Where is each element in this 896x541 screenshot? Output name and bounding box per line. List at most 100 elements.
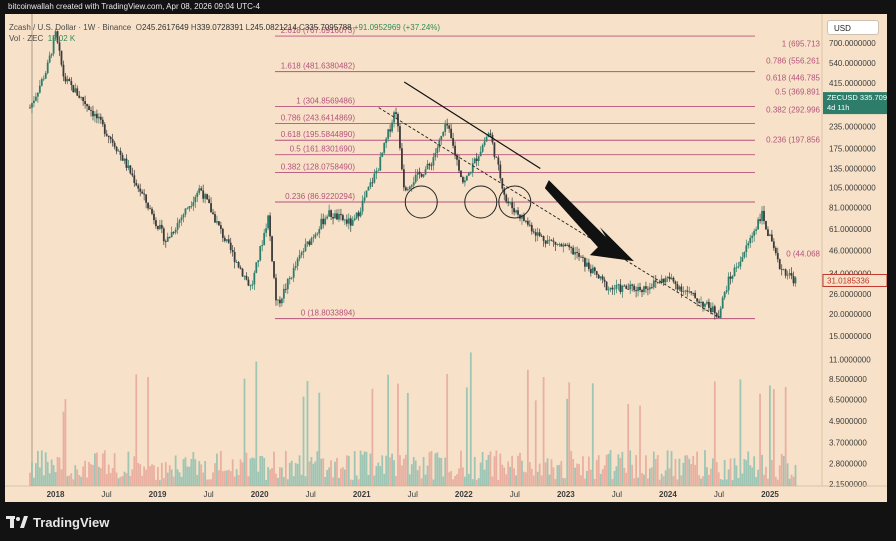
- candle-body: [391, 122, 393, 132]
- candle-body: [147, 202, 149, 209]
- candle-body: [698, 301, 700, 304]
- candle-body: [737, 266, 740, 268]
- volume-bar: [528, 462, 531, 486]
- currency-button[interactable]: USD: [827, 20, 879, 35]
- x-tick-label: 2021: [353, 490, 371, 499]
- volume-bar: [481, 452, 484, 486]
- volume-bar: [58, 457, 61, 486]
- volume-bar: [393, 460, 395, 486]
- candle-body: [558, 244, 561, 245]
- x-tick-label: 2018: [47, 490, 65, 499]
- candle-body: [44, 73, 47, 79]
- candle-body: [125, 158, 128, 168]
- fib-right-label: 0.382 (292.996: [766, 105, 820, 114]
- candle-body: [485, 137, 488, 142]
- volume-bar: [678, 458, 681, 486]
- volume-bar: [684, 455, 687, 486]
- volume-bar: [434, 453, 437, 486]
- volume-bar: [442, 476, 445, 486]
- volume-bar: [780, 453, 783, 486]
- volume-bar: [587, 456, 590, 486]
- volume-bar: [670, 451, 673, 486]
- price-chart[interactable]: 900.0000000700.0000000540.0000000415.000…: [5, 14, 887, 502]
- candle-body: [290, 277, 293, 279]
- candle-body: [261, 245, 264, 247]
- volume-bar: [149, 466, 151, 486]
- volume-bar: [737, 478, 740, 486]
- y-tick-label: 415.0000000: [829, 79, 876, 88]
- volume-bar: [198, 461, 201, 486]
- candle-body: [367, 186, 370, 191]
- candle-body: [52, 37, 55, 54]
- volume-bar: [194, 459, 197, 486]
- volume-bar: [70, 473, 73, 486]
- volume-bar: [623, 467, 626, 486]
- volume-bar: [227, 469, 230, 486]
- candle-body: [324, 218, 327, 225]
- candle-body: [84, 101, 86, 105]
- y-tick-label: 540.0000000: [829, 59, 876, 68]
- volume-bar: [221, 471, 224, 486]
- volume-bar: [162, 478, 165, 486]
- volume-bar: [369, 453, 372, 486]
- candle-body: [515, 210, 517, 213]
- candle-body: [719, 308, 722, 318]
- publisher-caption: bitcoinwallah created with TradingView.c…: [8, 2, 260, 11]
- candle-body: [438, 139, 441, 148]
- candle-body: [647, 288, 649, 290]
- volume-bar: [643, 474, 645, 486]
- candle-body: [428, 163, 431, 166]
- candle-body: [109, 137, 112, 140]
- volume-bar: [351, 479, 354, 486]
- change-value: +91.0952969 (+37.24%): [353, 23, 441, 32]
- y-tick-label: 46.0000000: [829, 246, 872, 255]
- candle-body: [237, 261, 240, 268]
- volume-bar: [402, 458, 405, 486]
- volume-bar: [493, 456, 496, 486]
- candle-body: [310, 238, 313, 245]
- candle-body: [743, 252, 746, 258]
- candle-body: [375, 170, 378, 174]
- volume-bar: [129, 475, 132, 486]
- volume-bar: [424, 474, 427, 486]
- candle-body: [629, 284, 632, 290]
- candle-body: [247, 279, 250, 286]
- chart-panel[interactable]: 900.0000000700.0000000540.0000000415.000…: [5, 14, 887, 502]
- volume-bar: [542, 376, 545, 486]
- symbol-legend: Zcash / U.S. Dollar · 1W · Binance O245.…: [9, 23, 441, 32]
- candle-body: [465, 175, 468, 181]
- volume-bar: [196, 474, 199, 486]
- volume-bar: [717, 472, 720, 486]
- volume-bar: [755, 477, 758, 486]
- candle-body: [794, 277, 797, 284]
- volume-bar: [219, 450, 222, 486]
- volume-bar: [544, 462, 547, 486]
- candle-body: [42, 78, 45, 80]
- candle-body: [426, 163, 429, 170]
- volume-bar: [751, 467, 754, 486]
- candle-body: [637, 286, 639, 292]
- volume-bar: [708, 474, 710, 486]
- candle-body: [103, 124, 106, 134]
- x-tick-label: 2022: [455, 490, 473, 499]
- candle-body: [442, 131, 445, 136]
- candle-body: [530, 225, 533, 232]
- candle-body: [725, 290, 728, 293]
- fib-label: 2.618 (767.6916073): [281, 26, 356, 35]
- volume-bar: [611, 479, 614, 486]
- candle-body: [332, 217, 334, 219]
- candle-body: [708, 301, 710, 308]
- volume-bar: [137, 462, 140, 486]
- candle-body: [639, 286, 641, 290]
- volume-bar: [218, 470, 220, 486]
- volume-bar: [591, 383, 594, 486]
- volume-bar: [367, 474, 370, 486]
- volume-bar: [269, 469, 271, 486]
- volume-bar: [749, 465, 752, 486]
- candle-body: [64, 76, 67, 82]
- volume-bar: [46, 461, 49, 486]
- candle-body: [469, 172, 472, 174]
- volume-bar: [401, 465, 403, 486]
- volume-bar: [135, 374, 138, 486]
- volume-bar: [279, 467, 281, 486]
